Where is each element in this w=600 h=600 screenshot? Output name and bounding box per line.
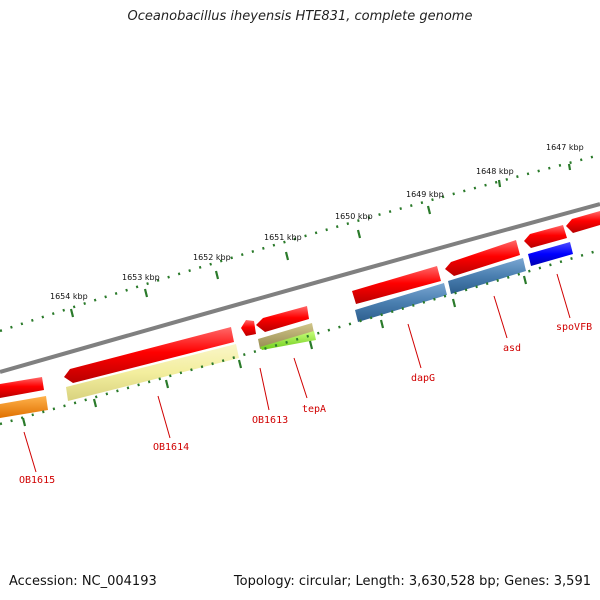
genome-backbone xyxy=(0,202,600,374)
accession-text: Accession: NC_004193 xyxy=(9,574,157,589)
tick-label-1653: 1653 kbp xyxy=(122,273,160,282)
outer-tick-track xyxy=(0,153,600,333)
major-ticks-inner xyxy=(21,275,528,427)
label-leaders xyxy=(23,273,571,473)
bar-dapg-blue xyxy=(355,283,447,322)
tick-label-1649: 1649 kbp xyxy=(406,190,444,199)
cds-arrow-ob1614-fwd xyxy=(64,327,234,383)
cds-arrow-tepa-fwd xyxy=(256,306,309,332)
bar-ob1614-yellow xyxy=(66,344,239,401)
tick-label-1647: 1647 kbp xyxy=(546,143,584,152)
feature-bars xyxy=(0,242,573,418)
genome-summary-text: Topology: circular; Length: 3,630,528 bp… xyxy=(233,574,591,589)
gene-label-tepa: tepA xyxy=(302,404,326,415)
cds-arrow-dapg-fwd xyxy=(352,266,441,304)
gene-label-ob1614: OB1614 xyxy=(153,442,189,453)
map-title: Oceanobacillus iheyensis HTE831, complet… xyxy=(127,9,473,24)
tick-label-1651: 1651 kbp xyxy=(264,233,302,242)
cds-arrow-asd-fwd xyxy=(445,240,520,276)
cds-arrow-edge-fwd xyxy=(566,211,600,233)
major-ticks-outer xyxy=(69,163,572,318)
bar-lime xyxy=(260,331,316,350)
bar-spovfb-blue xyxy=(528,242,573,266)
forward-cds-track xyxy=(0,211,600,398)
tick-label-1654: 1654 kbp xyxy=(50,292,88,301)
cds-arrow-ob1615-fwd xyxy=(0,377,44,398)
gene-label-ob1613: OB1613 xyxy=(252,415,288,426)
gene-label-asd: asd xyxy=(503,343,521,354)
bar-olive xyxy=(258,323,314,349)
cds-arrow-small xyxy=(241,320,256,336)
bar-asd-blue xyxy=(448,258,526,294)
gene-label-dapg: dapG xyxy=(411,373,435,384)
gene-label-spovfb: spoVFB xyxy=(556,322,592,333)
bar-orange xyxy=(0,396,48,418)
tick-label-1648: 1648 kbp xyxy=(476,167,514,176)
gene-label-ob1615: OB1615 xyxy=(19,475,55,486)
cds-arrow-spovfb-fwd xyxy=(524,225,567,248)
tick-label-1652: 1652 kbp xyxy=(193,253,231,262)
tick-label-1650: 1650 kbp xyxy=(335,212,373,221)
